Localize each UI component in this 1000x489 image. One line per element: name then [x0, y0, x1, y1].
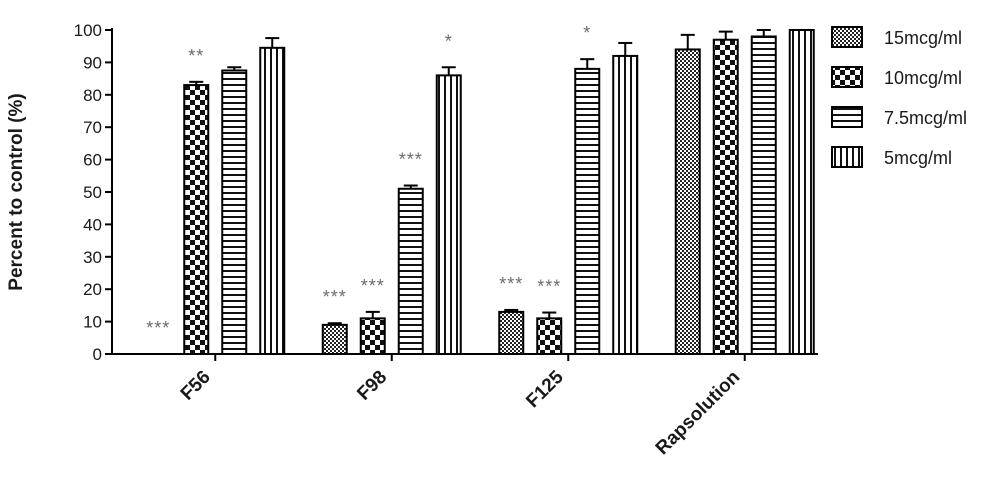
y-tick-label: 0	[93, 345, 102, 364]
significance-label: ***	[499, 274, 523, 294]
bar	[259, 46, 286, 355]
significance-label: *	[583, 23, 591, 43]
significance-label: ***	[323, 287, 347, 307]
y-tick-label: 10	[83, 313, 102, 332]
y-tick-label: 30	[83, 248, 102, 267]
significance-label: ***	[146, 318, 170, 338]
error-bars-group	[189, 29, 771, 325]
legend: 15mcg/ml 10mcg/ml 7.5mcg/ml 5mcg/ml	[831, 26, 967, 168]
bar	[612, 54, 639, 355]
significance-label: *	[445, 31, 453, 51]
legend-swatch	[831, 26, 863, 48]
bar	[221, 69, 248, 355]
significance-label: ***	[361, 276, 385, 296]
bar	[750, 35, 777, 355]
x-category-label: F125	[522, 366, 568, 412]
legend-swatch	[831, 146, 863, 168]
bar	[183, 84, 210, 356]
y-tick-label: 50	[83, 183, 102, 202]
y-axis-ticks: 0 10 20 30 40 50 60 70 80 90 100	[74, 21, 112, 364]
legend-label: 15mcg/ml	[884, 28, 962, 48]
bar	[788, 29, 815, 355]
bar	[536, 317, 563, 355]
x-category-label: F56	[177, 367, 215, 405]
legend-label: 5mcg/ml	[884, 148, 952, 168]
axes	[111, 28, 818, 361]
bar	[712, 38, 739, 355]
bar	[321, 323, 348, 355]
significance-label: **	[188, 46, 204, 66]
bar	[498, 310, 525, 356]
significance-label: ***	[537, 277, 561, 297]
bar	[574, 67, 601, 355]
y-axis-title: Percent to control (%)	[6, 93, 27, 290]
legend-label: 7.5mcg/ml	[884, 108, 967, 128]
bar	[359, 317, 386, 355]
legend-swatch	[831, 66, 863, 88]
x-axis-labels: F56 F98 F125 Rapsolution	[177, 366, 745, 459]
legend-swatch	[831, 106, 863, 128]
y-tick-label: 90	[83, 53, 102, 72]
bar	[397, 187, 424, 355]
x-category-label: Rapsolution	[652, 367, 744, 459]
y-tick-label: 100	[74, 21, 102, 40]
y-tick-label: 40	[83, 215, 102, 234]
legend-label: 10mcg/ml	[884, 68, 962, 88]
x-category-label: F98	[353, 367, 391, 405]
bar	[435, 74, 462, 356]
significance-label: ***	[399, 150, 423, 170]
y-tick-label: 70	[83, 118, 102, 137]
bars-group	[183, 29, 815, 356]
bar	[674, 48, 701, 355]
y-tick-label: 80	[83, 86, 102, 105]
significance-group: ****************** ****	[146, 23, 591, 338]
y-tick-label: 60	[83, 151, 102, 170]
y-tick-label: 20	[83, 280, 102, 299]
